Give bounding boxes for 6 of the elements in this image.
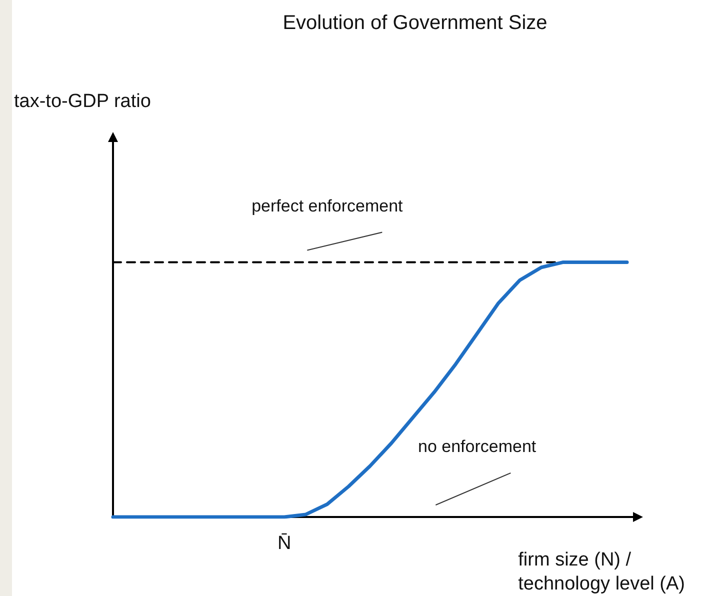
x-axis-title: firm size (N) / technology level (A) xyxy=(518,550,686,594)
text: tax-to-GDP ratio xyxy=(14,91,151,112)
text: N̄ xyxy=(277,533,292,554)
chart-title: Evolution of Government Size xyxy=(282,12,548,34)
annotation: perfect enforcement xyxy=(252,196,404,216)
annotation: no enforcement xyxy=(418,437,536,456)
